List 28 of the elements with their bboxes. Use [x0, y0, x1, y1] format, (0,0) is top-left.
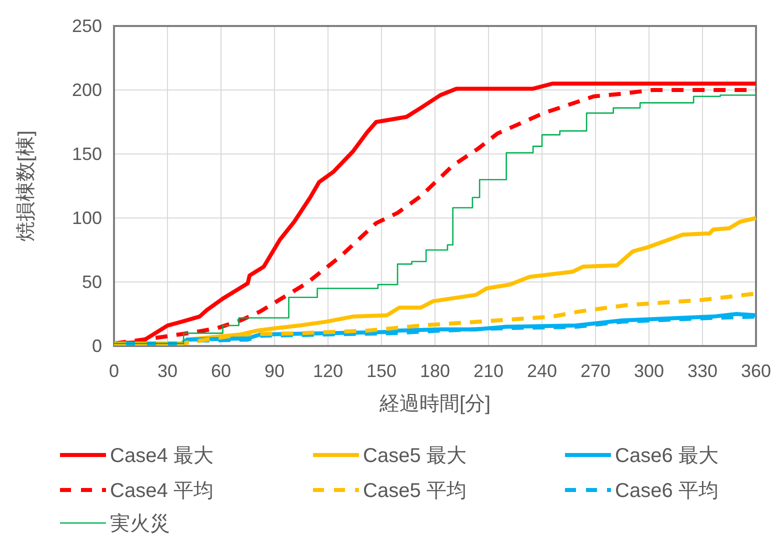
x-tick-label: 30	[157, 361, 178, 381]
y-tick-label: 0	[92, 336, 102, 356]
legend-label: Case4 平均	[110, 480, 214, 502]
x-tick-label: 0	[108, 361, 120, 381]
x-tick-label: 210	[473, 361, 504, 381]
x-tick-label: 180	[420, 361, 450, 381]
x-tick-label: 300	[634, 361, 664, 381]
legend-label: Case6 平均	[615, 480, 718, 502]
legend-label: Case6 最大	[615, 445, 718, 467]
y-axis-title: 焼損棟数[棟]	[15, 130, 37, 242]
y-tick-label: 200	[72, 80, 102, 100]
x-tick-label: 240	[526, 361, 558, 381]
x-tick-label: 60	[210, 361, 232, 381]
x-tick-label: 330	[687, 361, 718, 381]
y-tick-label: 50	[82, 272, 102, 292]
legend-label: Case4 最大	[110, 445, 214, 467]
x-tick-label: 90	[264, 361, 285, 381]
x-tick-label: 360	[740, 361, 772, 381]
legend-label: 実火災	[110, 512, 170, 535]
x-tick-label: 120	[312, 361, 344, 381]
x-axis-title: 経過時間[分]	[378, 393, 491, 415]
y-tick-label: 150	[72, 144, 102, 164]
x-tick-label: 150	[366, 361, 397, 381]
x-tick-label: 270	[580, 361, 611, 381]
y-tick-label: 250	[72, 16, 102, 36]
y-tick-label: 100	[72, 208, 102, 228]
legend-label: Case5 最大	[363, 445, 466, 467]
legend-label: Case5 平均	[363, 480, 466, 502]
